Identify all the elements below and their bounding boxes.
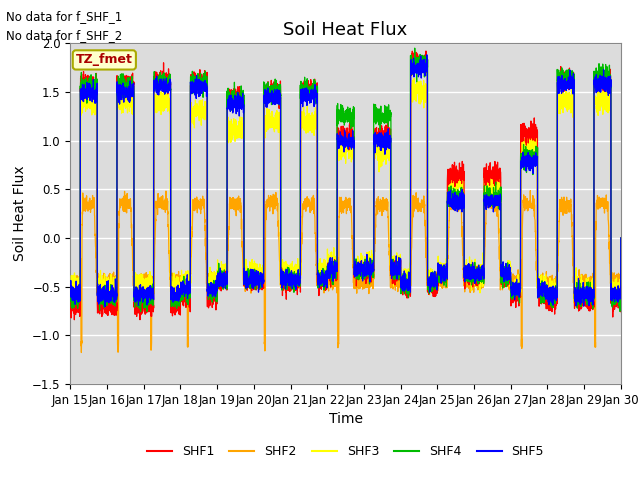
SHF3 [438, 276, 446, 282]
SHF2 [527, 188, 534, 193]
SHF4 [469, 276, 477, 281]
Text: TZ_fmet: TZ_fmet [76, 53, 132, 66]
SHF4 [617, 235, 625, 241]
SHF2 [77, 349, 85, 355]
Line: SHF1: SHF1 [70, 51, 621, 320]
SHF4 [166, 81, 173, 87]
SHF1 [616, 304, 624, 310]
Title: Soil Heat Flux: Soil Heat Flux [284, 21, 408, 39]
SHF1 [422, 48, 430, 54]
SHF5 [423, 52, 431, 58]
X-axis label: Time: Time [328, 412, 363, 426]
SHF3 [469, 273, 477, 279]
SHF2 [500, 275, 508, 281]
SHF2 [469, 276, 477, 282]
SHF5 [500, 270, 508, 276]
SHF1 [617, 235, 625, 241]
SHF5 [616, 296, 624, 302]
SHF1 [439, 278, 447, 284]
SHF4 [439, 271, 447, 276]
Legend: SHF1, SHF2, SHF3, SHF4, SHF5: SHF1, SHF2, SHF3, SHF4, SHF5 [142, 440, 549, 463]
SHF2 [325, 279, 333, 285]
Line: SHF3: SHF3 [70, 78, 621, 309]
SHF5 [439, 272, 447, 277]
SHF2 [67, 277, 74, 283]
SHF5 [469, 266, 477, 272]
SHF3 [586, 306, 593, 312]
SHF1 [67, 309, 74, 314]
SHF4 [616, 291, 624, 297]
SHF1 [469, 276, 477, 281]
SHF2 [166, 257, 173, 263]
SHF1 [166, 77, 173, 83]
SHF3 [325, 262, 333, 267]
Text: No data for f_SHF_2: No data for f_SHF_2 [6, 29, 123, 42]
SHF3 [166, 97, 173, 103]
SHF4 [67, 291, 74, 297]
SHF5 [101, 304, 109, 310]
SHF1 [500, 270, 508, 276]
Y-axis label: Soil Heat Flux: Soil Heat Flux [13, 166, 27, 262]
SHF3 [410, 75, 418, 81]
SHF1 [70, 317, 78, 323]
SHF1 [325, 267, 333, 273]
SHF4 [325, 260, 333, 266]
SHF4 [137, 309, 145, 314]
SHF5 [617, 235, 625, 241]
SHF2 [617, 279, 625, 285]
Line: SHF4: SHF4 [70, 48, 621, 312]
SHF3 [67, 285, 74, 291]
Text: No data for f_SHF_1: No data for f_SHF_1 [6, 10, 123, 23]
SHF3 [616, 287, 624, 292]
SHF5 [166, 86, 173, 92]
SHF3 [617, 235, 625, 241]
SHF5 [325, 271, 333, 277]
SHF2 [616, 282, 624, 288]
SHF4 [500, 276, 508, 282]
SHF3 [500, 276, 508, 282]
SHF2 [438, 276, 446, 282]
SHF4 [411, 45, 419, 51]
Line: SHF2: SHF2 [70, 191, 621, 352]
SHF5 [67, 286, 74, 291]
Line: SHF5: SHF5 [70, 55, 621, 307]
